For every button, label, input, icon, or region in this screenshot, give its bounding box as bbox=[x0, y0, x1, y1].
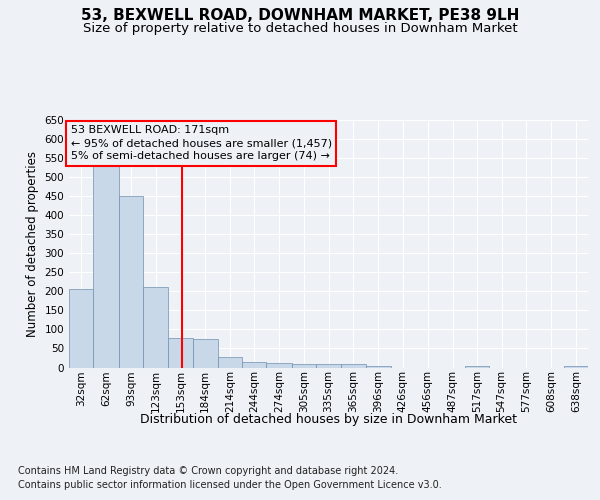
Text: 53 BEXWELL ROAD: 171sqm
← 95% of detached houses are smaller (1,457)
5% of semi-: 53 BEXWELL ROAD: 171sqm ← 95% of detache… bbox=[71, 125, 332, 162]
Text: Contains HM Land Registry data © Crown copyright and database right 2024.: Contains HM Land Registry data © Crown c… bbox=[18, 466, 398, 476]
Text: 53, BEXWELL ROAD, DOWNHAM MARKET, PE38 9LH: 53, BEXWELL ROAD, DOWNHAM MARKET, PE38 9… bbox=[81, 8, 519, 22]
Bar bbox=[316, 364, 341, 368]
Bar bbox=[465, 366, 489, 368]
Bar bbox=[94, 166, 119, 368]
Bar bbox=[242, 362, 266, 368]
Bar bbox=[341, 364, 366, 368]
Y-axis label: Number of detached properties: Number of detached properties bbox=[26, 151, 39, 337]
Bar bbox=[292, 364, 316, 368]
Text: Contains public sector information licensed under the Open Government Licence v3: Contains public sector information licen… bbox=[18, 480, 442, 490]
Bar bbox=[218, 357, 242, 368]
Bar bbox=[563, 366, 588, 368]
Bar bbox=[366, 366, 391, 368]
Bar bbox=[69, 288, 94, 368]
Text: Size of property relative to detached houses in Downham Market: Size of property relative to detached ho… bbox=[83, 22, 517, 35]
Bar bbox=[168, 338, 193, 368]
Bar bbox=[119, 196, 143, 368]
Bar bbox=[143, 287, 168, 368]
Bar bbox=[266, 362, 292, 368]
Text: Distribution of detached houses by size in Downham Market: Distribution of detached houses by size … bbox=[140, 412, 517, 426]
Bar bbox=[193, 339, 218, 368]
